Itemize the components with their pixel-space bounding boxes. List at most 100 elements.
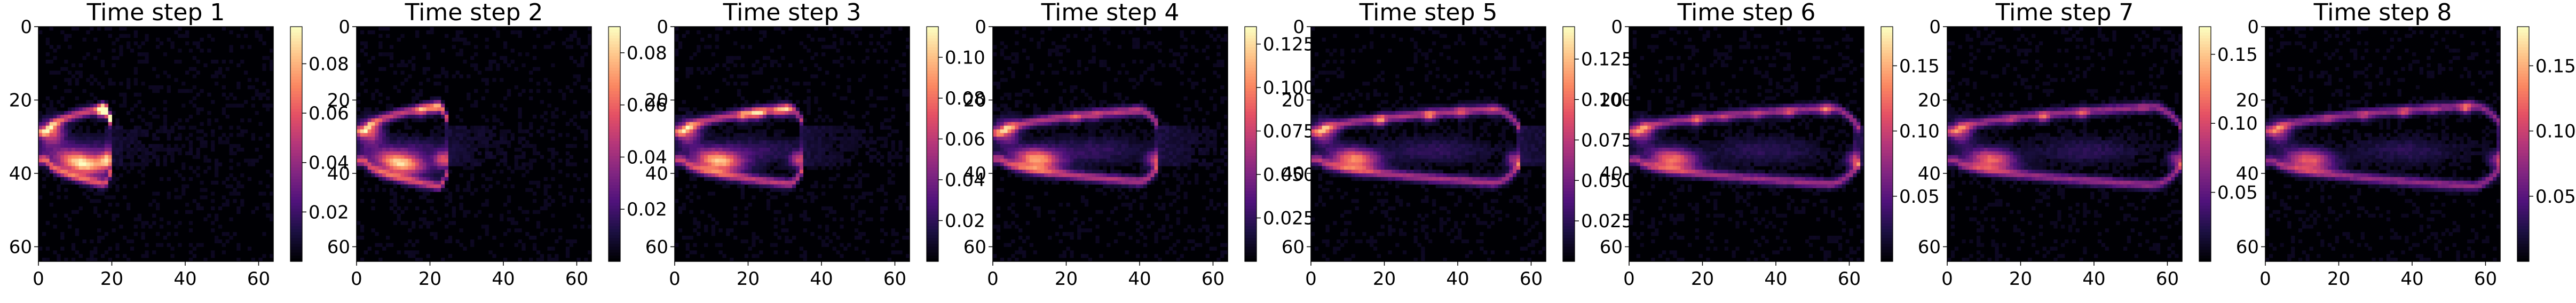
- heatmap-cell: [430, 130, 434, 133]
- heatmap-cell: [53, 126, 57, 130]
- heatmap-cell: [390, 173, 393, 177]
- heatmap-cell: [382, 67, 386, 71]
- heatmap-cell: [551, 137, 555, 140]
- heatmap-cell: [386, 137, 390, 140]
- heatmap-cell: [686, 243, 690, 247]
- heatmap-cell: [1015, 130, 1018, 133]
- heatmap-cell: [814, 181, 818, 185]
- heatmap-cell: [53, 115, 57, 118]
- heatmap-cell: [266, 107, 270, 111]
- heatmap-cell: [503, 130, 507, 133]
- heatmap-cell: [426, 152, 430, 155]
- heatmap-cell: [90, 103, 93, 107]
- heatmap-cell: [1008, 97, 1012, 100]
- heatmap-cell: [463, 188, 467, 192]
- heatmap-cell: [397, 148, 401, 152]
- heatmap-cell: [1180, 130, 1184, 133]
- heatmap-cell: [730, 155, 733, 159]
- heatmap-cell: [763, 115, 767, 118]
- heatmap-cell: [470, 240, 474, 243]
- heatmap-cell: [866, 97, 870, 100]
- heatmap-cell: [1158, 42, 1161, 45]
- heatmap-cell: [448, 159, 452, 163]
- heatmap-cell: [163, 126, 167, 130]
- heatmap-cell: [101, 173, 105, 177]
- heatmap-cell: [1176, 140, 1180, 144]
- heatmap-cell: [862, 210, 866, 214]
- heatmap-cell: [712, 130, 715, 133]
- heatmap-cell: [79, 144, 83, 148]
- heatmap-cell: [156, 115, 160, 118]
- colorbar-segment: [609, 150, 620, 153]
- heatmap-cell: [38, 159, 42, 163]
- heatmap-cell: [386, 34, 390, 38]
- heatmap-cell: [1059, 144, 1063, 148]
- heatmap-cell: [1147, 144, 1151, 148]
- heatmap-cell: [715, 177, 719, 181]
- heatmap-cell: [573, 122, 577, 126]
- x-tick-label: 60: [883, 268, 906, 290]
- heatmap-cell: [1048, 49, 1052, 52]
- heatmap-cell: [211, 228, 215, 232]
- colorbar-segment: [290, 44, 302, 47]
- heatmap-cell: [360, 111, 364, 115]
- heatmap-cell: [119, 137, 123, 140]
- heatmap-cell: [733, 27, 737, 30]
- heatmap-cell: [748, 185, 752, 188]
- heatmap-cell: [463, 60, 467, 63]
- heatmap-cell: [566, 247, 570, 251]
- heatmap-cell: [215, 240, 218, 243]
- heatmap-cell: [774, 185, 778, 188]
- heatmap-cell: [840, 155, 843, 159]
- heatmap-cell: [993, 137, 997, 140]
- heatmap-cell: [171, 130, 175, 133]
- heatmap-cell: [1015, 148, 1018, 152]
- heatmap-cell: [682, 130, 686, 133]
- heatmap-cell: [64, 130, 68, 133]
- heatmap-cell: [485, 38, 489, 42]
- heatmap-cell: [86, 148, 90, 152]
- heatmap-cell: [722, 122, 726, 126]
- heatmap-cell: [763, 166, 767, 170]
- heatmap-cell: [1107, 67, 1110, 71]
- heatmap-cell: [697, 195, 700, 199]
- heatmap-cell: [884, 118, 888, 122]
- heatmap-cell: [858, 27, 862, 30]
- heatmap-cell: [1004, 107, 1008, 111]
- heatmap-cell: [825, 71, 829, 75]
- colorbar-segment: [290, 226, 302, 229]
- heatmap-cell: [858, 137, 862, 140]
- heatmap-cell: [693, 218, 697, 221]
- colorbar-segment: [290, 144, 302, 147]
- heatmap-cell: [130, 133, 134, 137]
- heatmap-cell: [441, 107, 445, 111]
- heatmap-cell: [262, 232, 266, 236]
- heatmap-cell: [211, 140, 215, 144]
- heatmap-cell: [72, 115, 75, 118]
- heatmap-cell: [178, 133, 181, 137]
- heatmap-cell: [433, 133, 437, 137]
- heatmap-cell: [741, 173, 745, 177]
- heatmap-cell: [796, 115, 800, 118]
- heatmap-cell: [1173, 137, 1176, 140]
- heatmap-cell: [460, 152, 463, 155]
- heatmap-cell: [847, 78, 851, 82]
- heatmap-cell: [880, 228, 884, 232]
- heatmap-cell: [570, 144, 573, 148]
- heatmap-cell: [675, 243, 678, 247]
- heatmap-cell: [737, 137, 741, 140]
- heatmap-cell: [759, 137, 763, 140]
- heatmap-cell: [840, 254, 843, 258]
- heatmap-cell: [244, 34, 248, 38]
- heatmap-cell: [372, 56, 375, 60]
- heatmap-cell: [211, 181, 215, 185]
- heatmap-cell: [90, 74, 93, 78]
- heatmap-cell: [357, 107, 360, 111]
- heatmap-cell: [1110, 107, 1114, 111]
- heatmap-cell: [847, 159, 851, 163]
- heatmap-cell: [774, 97, 778, 100]
- heatmap-cell: [712, 228, 715, 232]
- heatmap-cell: [251, 159, 255, 163]
- heatmap-cell: [700, 159, 704, 163]
- heatmap-cell: [419, 82, 423, 85]
